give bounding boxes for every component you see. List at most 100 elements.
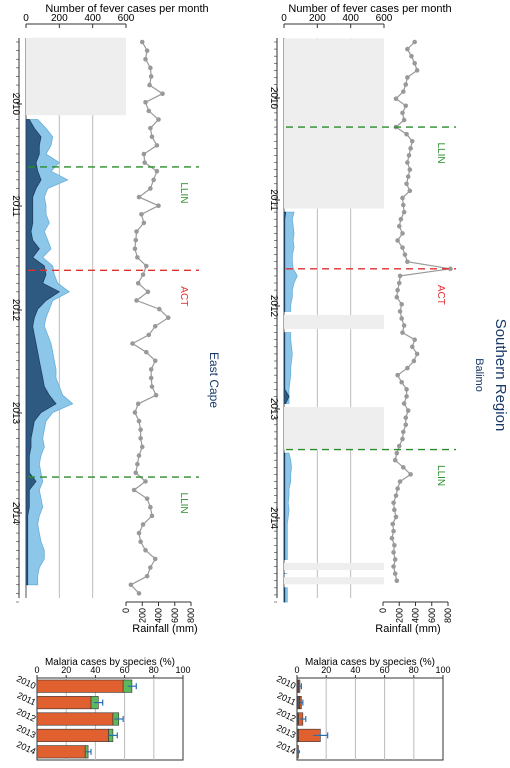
rainfall-point — [400, 195, 405, 201]
rainfall-point — [407, 167, 413, 172]
rainfall-point — [395, 238, 400, 243]
rainfall-point — [160, 91, 165, 96]
east-cape-panel: Number of fever cases per month Rainfall… — [10, 3, 221, 635]
rainfall-point — [144, 573, 150, 579]
rainfall-point — [140, 522, 146, 527]
rainfall-point — [403, 103, 409, 109]
rainfall-point — [135, 280, 141, 286]
species-tick-label: 20 — [61, 665, 71, 675]
rainfall-point — [412, 39, 417, 45]
rainfall-point — [401, 209, 407, 215]
rainfall-point — [165, 315, 171, 320]
rainfall-point — [135, 461, 140, 467]
missing-data-block — [284, 577, 384, 585]
rainfall-point — [138, 436, 143, 441]
rainfall-point — [404, 131, 409, 137]
region-title: Southern Region — [492, 319, 509, 432]
species-bar-other — [296, 696, 301, 710]
rainfall-point — [395, 486, 400, 491]
rainfall-point — [144, 263, 149, 269]
rainfall-point — [136, 418, 142, 424]
rainfall-point — [390, 521, 396, 527]
rainfall-point — [414, 351, 420, 357]
species-tick-label: 40 — [90, 665, 100, 675]
rainfall-point — [140, 272, 146, 277]
rainfall-point — [392, 507, 397, 513]
species-bar-falciparum — [36, 679, 124, 693]
species-bar-falciparum — [36, 696, 92, 710]
rainfall-point — [414, 68, 420, 73]
species-tick-label: 20 — [321, 665, 331, 675]
rainfall-point — [406, 153, 412, 158]
rainfall-point — [139, 444, 145, 450]
rainfall-point — [411, 358, 417, 364]
balimo-panel: Number of fever cases per month Rainfall… — [268, 3, 509, 635]
case-tick-label: 0 — [281, 13, 287, 24]
species-tick-label: 60 — [120, 665, 130, 675]
rainfall-point — [142, 160, 147, 165]
rainfall-point — [152, 556, 158, 562]
rainfall-point — [392, 542, 397, 548]
rainfall-point — [394, 294, 400, 300]
species-year-label: 2011 — [276, 690, 298, 707]
rainfall-point — [392, 571, 398, 576]
year-label: 2012 — [10, 299, 21, 322]
case-tick-label: 600 — [118, 13, 135, 24]
rainfall-point — [404, 181, 409, 187]
rainfall-point — [403, 82, 409, 87]
case-tick-label: 0 — [23, 13, 29, 24]
rainfall-point — [154, 168, 160, 174]
rainfall-point — [156, 117, 161, 122]
species-tick-label: 100 — [175, 665, 190, 675]
rainfall-point — [148, 367, 154, 372]
species-year-label: 2012 — [275, 706, 297, 724]
missing-data-block — [284, 563, 384, 571]
rainfall-point — [405, 46, 410, 52]
rainfall-point — [143, 56, 148, 62]
rainfall-point — [400, 231, 405, 236]
rainfall-point — [393, 96, 399, 102]
rainfall-point — [408, 146, 413, 151]
year-label: 2011 — [10, 195, 21, 217]
year-label: 2010 — [268, 87, 279, 110]
rain-tick-label: 0 — [378, 608, 388, 613]
rainfall-axis-title-right: Rainfall (mm) — [375, 623, 440, 635]
fever-cases-area — [283, 211, 298, 603]
rainfall-point — [405, 408, 411, 413]
rainfall-point — [397, 309, 403, 314]
rainfall-point — [405, 259, 410, 265]
rainfall-point — [156, 203, 161, 208]
rainfall-point — [404, 394, 409, 399]
rainfall-point — [148, 375, 154, 381]
event-label-act: ACT — [435, 285, 446, 305]
rainfall-point — [407, 188, 413, 194]
event-label-llin: LLIN — [178, 493, 189, 514]
rainfall-point — [398, 216, 404, 222]
rainfall-point — [136, 591, 142, 596]
rainfall-point — [391, 550, 396, 555]
year-label: 2011 — [268, 189, 279, 211]
rainfall-point — [392, 457, 398, 463]
rainfall-point — [130, 341, 135, 346]
rainfall-point — [148, 65, 153, 71]
rainfall-point — [151, 177, 156, 183]
species-year-label: 2012 — [15, 706, 37, 724]
species-year-label: 2010 — [275, 673, 297, 691]
rainfall-point — [402, 252, 408, 257]
rainfall-point — [148, 504, 153, 510]
rainfall-point — [399, 379, 404, 385]
year-label: 2013 — [268, 398, 279, 421]
rainfall-point — [139, 39, 145, 45]
case-tick-label: 200 — [51, 13, 68, 24]
species-tick-label: 80 — [409, 665, 419, 675]
species-bar-falciparum — [36, 728, 109, 742]
rainfall-point — [393, 514, 399, 520]
rain-tick-label: 200 — [137, 608, 147, 623]
rainfall-point — [391, 528, 396, 534]
rainfall-point — [400, 436, 405, 442]
rainfall-point — [144, 48, 150, 53]
site-label-east-cape: East Cape — [207, 352, 221, 408]
rainfall-point — [409, 344, 415, 350]
rainfall-point — [128, 582, 134, 588]
